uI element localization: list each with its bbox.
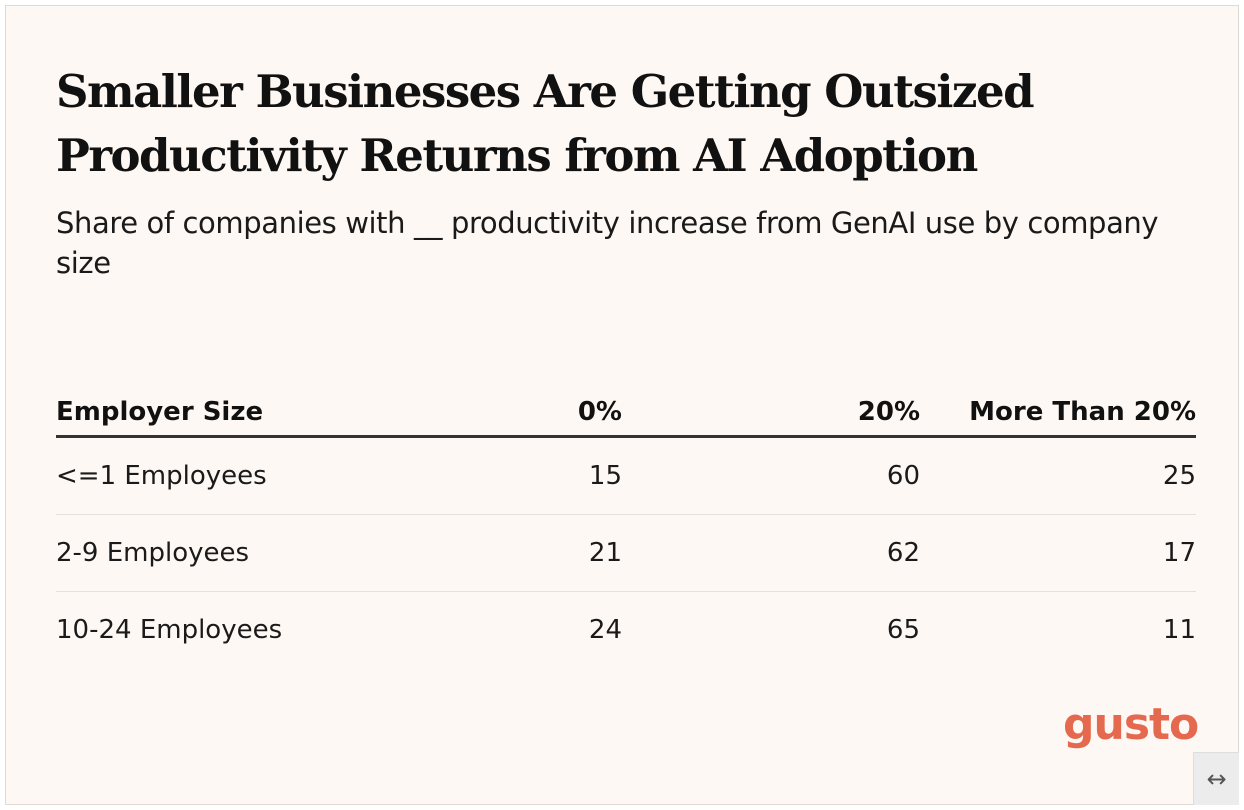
data-table: Employer Size 0% 20% More Than 20% <=1 E… — [56, 336, 1196, 668]
row-label: 10-24 Employees — [56, 615, 283, 645]
table-cell: 25 — [920, 436, 1196, 515]
gusto-logo: gusto — [1063, 699, 1199, 750]
table-cell: 11 — [1162, 615, 1196, 645]
table-row: 10-24 Employees 24 65 11 — [56, 592, 1196, 669]
column-header: 0% — [416, 336, 622, 438]
table-row: <=1 Employees 15 60 25 — [56, 436, 1196, 515]
table-cell: 17 — [920, 514, 1196, 592]
expand-button[interactable]: ↔ — [1193, 752, 1239, 805]
table-cell: 21 — [416, 514, 622, 592]
horizontal-arrows-icon: ↔ — [1206, 765, 1227, 793]
table-cell: 65 — [886, 615, 920, 645]
column-header: More Than 20% — [920, 336, 1196, 438]
chart-title: Smaller Businesses Are Getting Outsized … — [56, 65, 1035, 182]
row-label: <=1 Employees — [56, 436, 416, 515]
table-cell: 15 — [416, 436, 622, 515]
chart-card: Smaller Businesses Are Getting Outsized … — [5, 5, 1239, 805]
chart-subtitle: Share of companies with __ productivity … — [56, 206, 1159, 280]
table-cell: 60 — [622, 436, 920, 515]
table-cell: 62 — [622, 514, 920, 592]
table-row: 2-9 Employees 21 62 17 — [56, 514, 1196, 592]
row-label: 2-9 Employees — [56, 514, 416, 592]
column-header: 20% — [622, 336, 920, 438]
column-header: Employer Size — [56, 336, 416, 438]
table-cell: 24 — [588, 615, 622, 645]
table-header-row: Employer Size 0% 20% More Than 20% — [56, 336, 1196, 438]
